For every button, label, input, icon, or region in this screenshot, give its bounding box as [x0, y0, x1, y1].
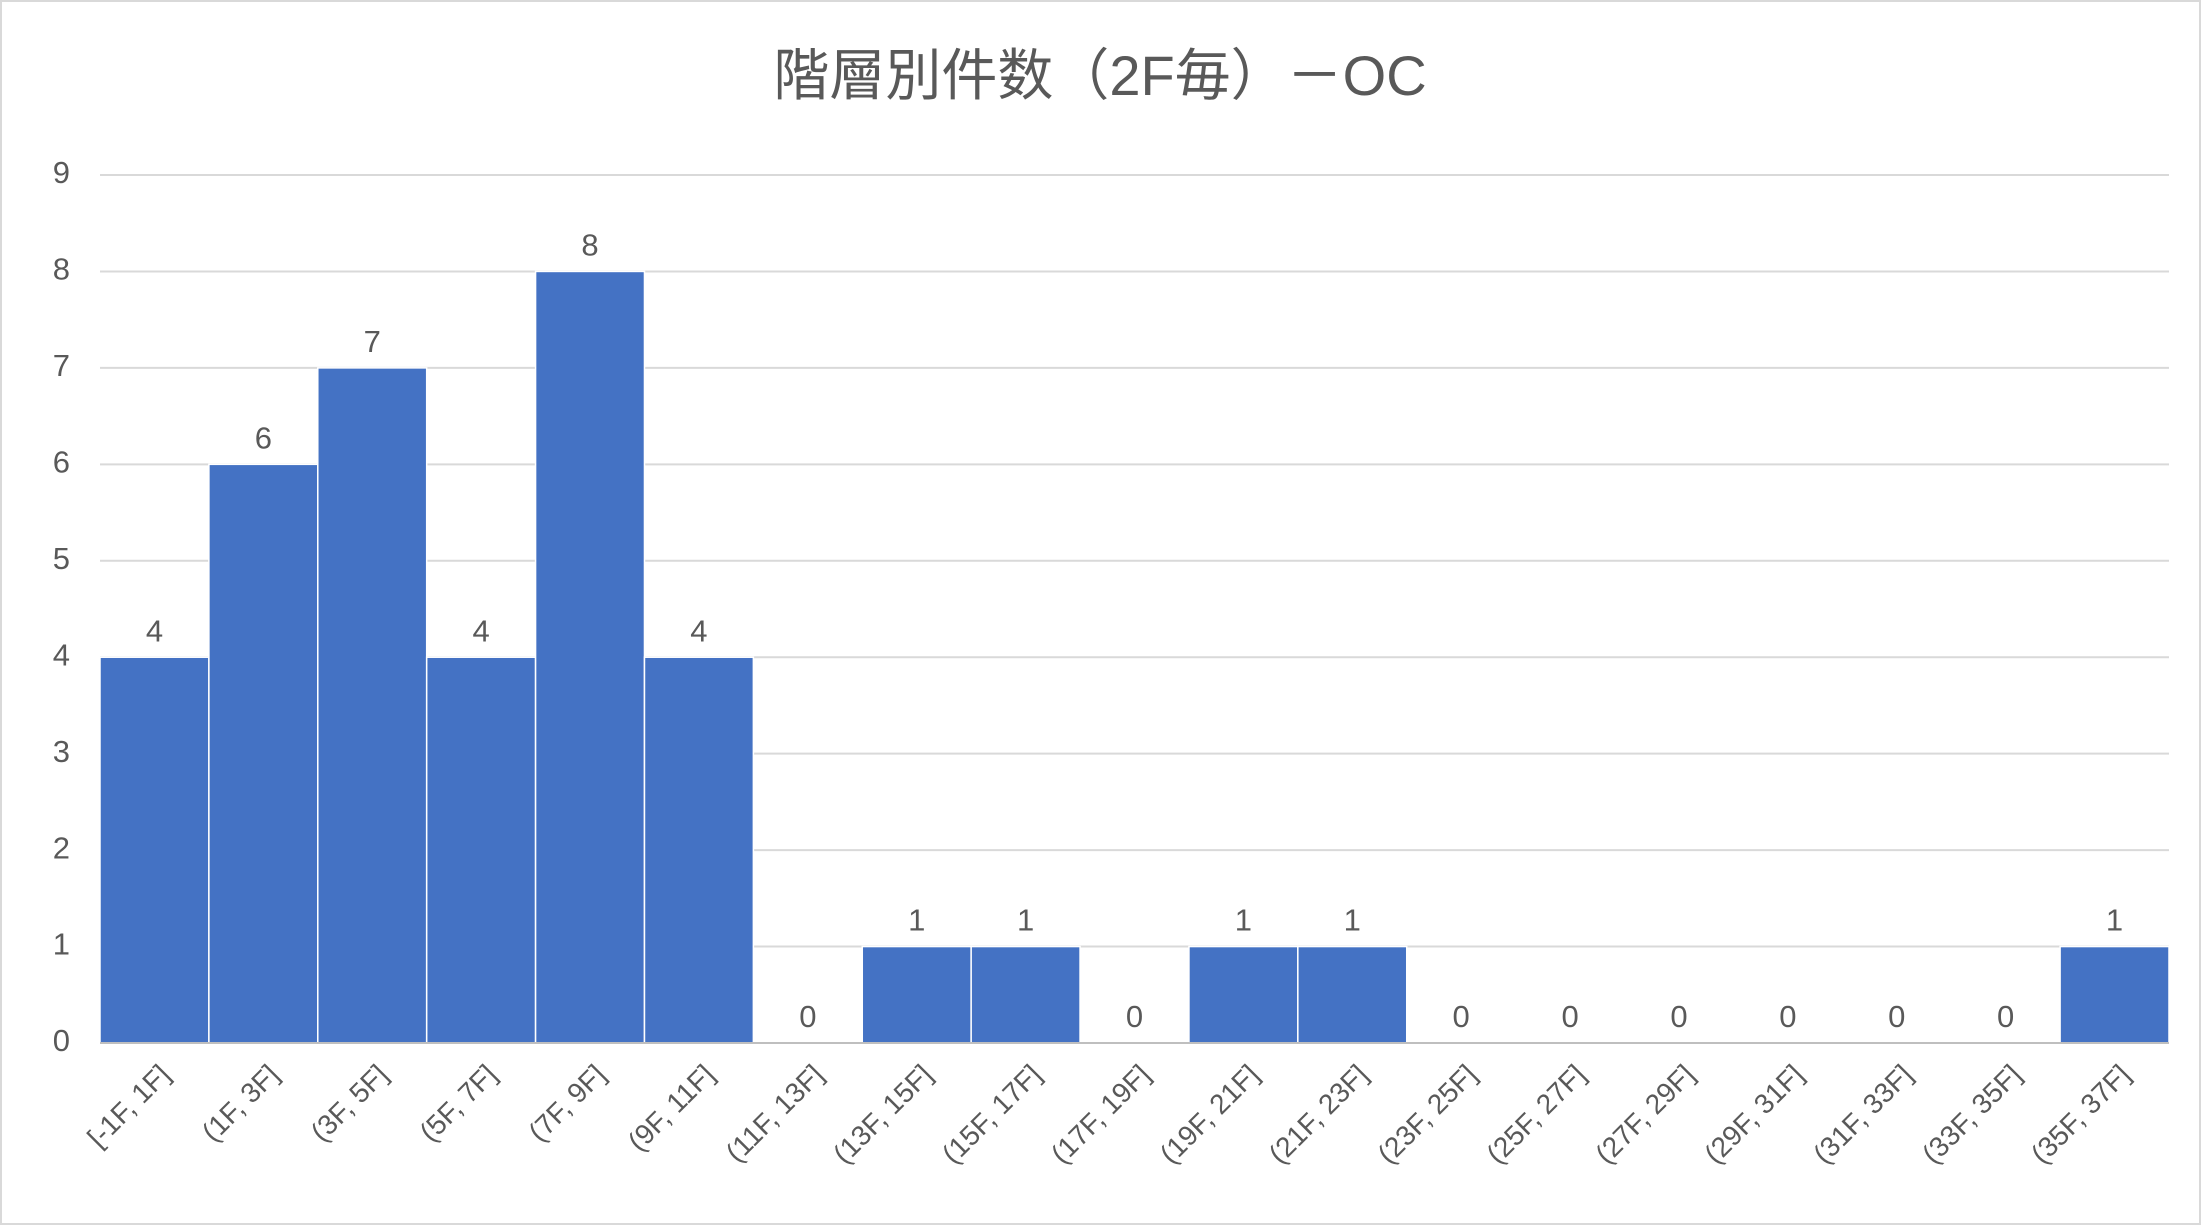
y-tick-label: 0 — [53, 1023, 70, 1058]
y-tick-label: 4 — [53, 637, 70, 672]
bar — [99, 656, 210, 1044]
data-label: 1 — [1344, 903, 1361, 938]
bar — [861, 945, 972, 1044]
y-tick-label: 2 — [53, 830, 70, 865]
data-label: 0 — [1997, 999, 2014, 1034]
y-tick-label: 1 — [53, 927, 70, 962]
data-label: 1 — [1017, 903, 1034, 938]
data-label: 1 — [908, 903, 925, 938]
bar — [317, 367, 428, 1044]
data-label: 1 — [1235, 903, 1252, 938]
y-tick-label: 5 — [53, 541, 70, 576]
chart-title: 階層別件数（2F毎）－OC — [773, 44, 1426, 107]
data-label: 0 — [1561, 999, 1578, 1034]
data-label: 6 — [255, 421, 272, 456]
bar — [2059, 945, 2170, 1044]
bar — [534, 270, 646, 1044]
data-label: 4 — [473, 613, 490, 648]
y-tick-label: 3 — [53, 734, 70, 769]
data-label: 0 — [799, 999, 816, 1034]
data-label: 0 — [1126, 999, 1143, 1034]
data-label: 8 — [581, 228, 598, 263]
data-label: 4 — [146, 613, 163, 648]
data-label: 0 — [1888, 999, 1905, 1034]
bar — [425, 656, 537, 1044]
bar — [643, 656, 755, 1044]
y-tick-label: 6 — [53, 445, 70, 480]
data-label: 0 — [1453, 999, 1470, 1034]
data-label: 0 — [1779, 999, 1796, 1034]
data-label: 7 — [364, 324, 381, 359]
bar — [208, 463, 319, 1044]
data-label: 4 — [690, 613, 707, 648]
bar — [970, 945, 1081, 1044]
bar — [1188, 945, 1299, 1044]
y-tick-label: 7 — [53, 348, 70, 383]
data-label: 1 — [2106, 903, 2123, 938]
y-tick-label: 8 — [53, 252, 70, 287]
bar — [1297, 945, 1408, 1044]
data-label: 0 — [1670, 999, 1687, 1034]
y-tick-label: 9 — [53, 155, 70, 190]
